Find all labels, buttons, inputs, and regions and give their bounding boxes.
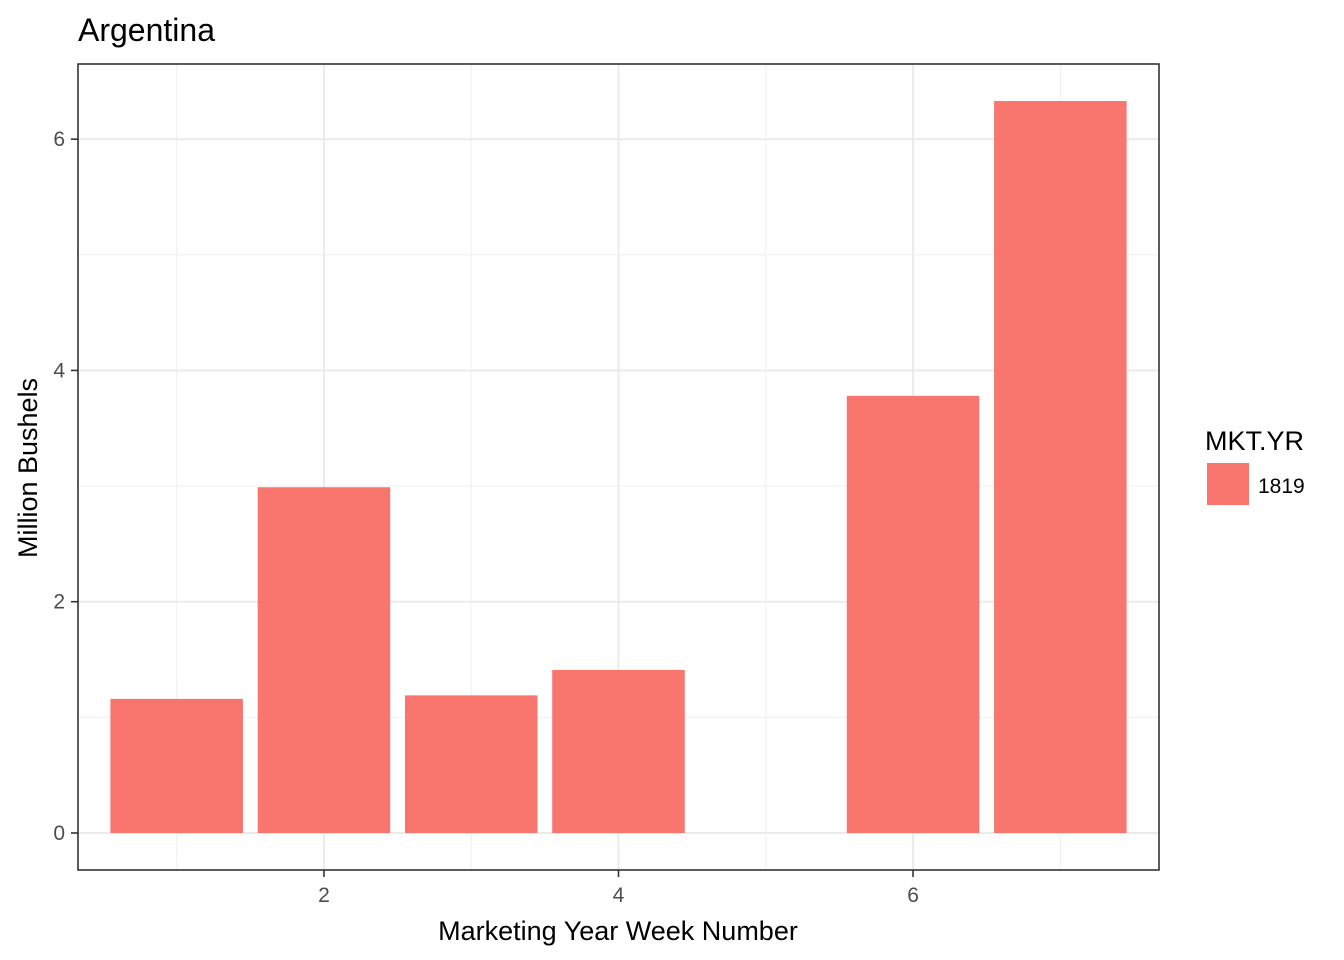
legend-title: MKT.YR — [1205, 426, 1304, 456]
bar-week-4 — [552, 669, 685, 833]
x-tick-label: 4 — [613, 884, 625, 907]
legend-label-1819: 1819 — [1258, 475, 1305, 498]
bar-week-3 — [404, 695, 538, 833]
y-tick-label: 6 — [53, 128, 65, 151]
legend-key-1819 — [1207, 463, 1249, 505]
x-tick-label: 2 — [318, 884, 330, 907]
y-axis-title: Million Bushels — [13, 378, 43, 558]
y-tick-label: 0 — [53, 822, 65, 845]
bars — [110, 101, 1127, 833]
x-axis-title: Marketing Year Week Number — [438, 916, 798, 946]
y-tick-label: 4 — [53, 359, 65, 382]
bar-week-7 — [994, 101, 1127, 833]
bar-week-2 — [257, 487, 391, 833]
legend: MKT.YR 1819 — [1205, 426, 1305, 505]
x-tick-label: 6 — [907, 884, 919, 907]
x-axis: 2 4 6 — [318, 870, 919, 907]
y-tick-label: 2 — [53, 591, 65, 614]
bar-week-1 — [110, 698, 243, 833]
y-axis: 0 2 4 6 — [53, 128, 78, 845]
bar-week-6 — [846, 395, 980, 833]
chart-title: Argentina — [78, 12, 215, 48]
plot-panel — [77, 63, 1160, 871]
